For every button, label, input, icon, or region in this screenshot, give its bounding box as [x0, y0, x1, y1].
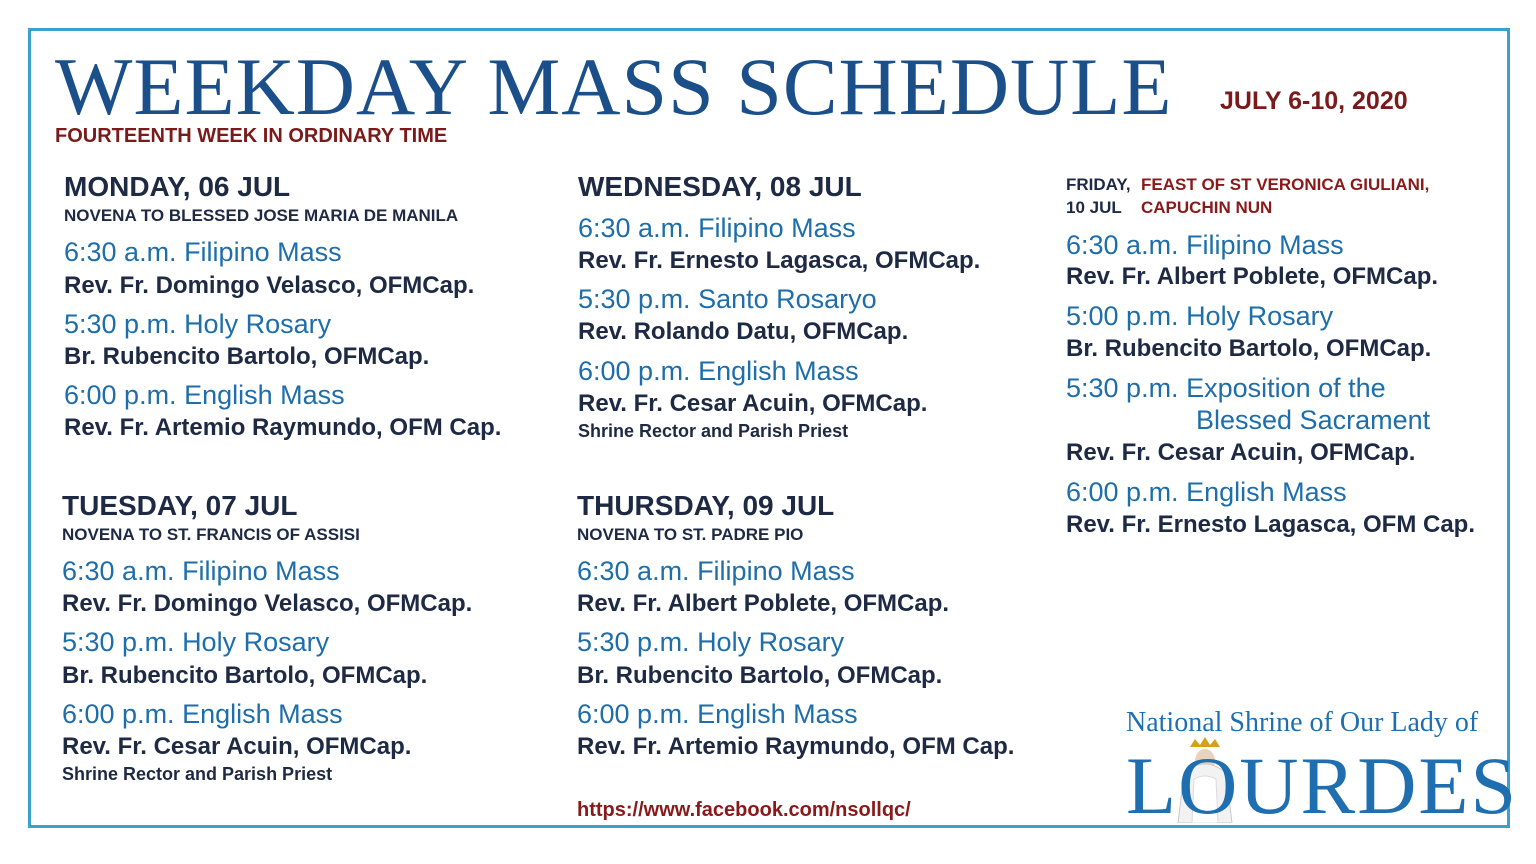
day: MONDAY, 06 JUL [64, 171, 291, 202]
time: 6:00 p.m. English Mass [578, 356, 859, 386]
celebrant: Br. Rubencito Bartolo, OFMCap. [62, 662, 428, 689]
time: 6:00 p.m. English Mass [577, 699, 858, 729]
frame [28, 28, 1510, 828]
subtitle: FOURTEENTH WEEK IN ORDINARY TIME [55, 125, 448, 147]
time: 6:30 a.m. Filipino Mass [578, 213, 856, 243]
celebrant: Br. Rubencito Bartolo, OFMCap. [64, 343, 430, 370]
celebrant: Rev. Rolando Datu, OFMCap. [578, 318, 909, 345]
day: TUESDAY, 07 JUL [62, 490, 298, 521]
logo-name: LOURDES [1126, 740, 1519, 831]
celebrant: Rev. Fr. Cesar Acuin, OFMCap. [62, 733, 412, 760]
time: 6:30 a.m. Filipino Mass [64, 237, 342, 267]
time: Blessed Sacrament [1196, 405, 1431, 435]
novena: NOVENA TO ST. PADRE PIO [577, 525, 804, 544]
celebrant: Rev. Fr. Albert Poblete, OFMCap. [577, 590, 950, 617]
celebrant: Rev. Fr. Artemio Raymundo, OFM Cap. [64, 414, 502, 441]
celebrant: Rev. Fr. Ernesto Lagasca, OFMCap. [578, 247, 981, 274]
celebrant: Rev. Fr. Cesar Acuin, OFMCap. [578, 390, 928, 417]
time: 6:30 a.m. Filipino Mass [577, 556, 855, 586]
novena: NOVENA TO BLESSED JOSE MARIA DE MANILA [64, 206, 459, 225]
celebrant: Rev. Fr. Albert Poblete, OFMCap. [1066, 263, 1439, 290]
novena: NOVENA TO ST. FRANCIS OF ASSISI [62, 525, 360, 544]
celebrant: Rev. Fr. Artemio Raymundo, OFM Cap. [577, 733, 1015, 760]
time: 5:30 p.m. Holy Rosary [577, 627, 845, 657]
celebrant: Rev. Fr. Ernesto Lagasca, OFM Cap. [1066, 511, 1476, 538]
feast: FEAST OF ST VERONICA GIULIANI, [1141, 175, 1430, 194]
time: 6:30 a.m. Filipino Mass [62, 556, 340, 586]
dates: JULY 6-10, 2020 [1220, 87, 1408, 115]
day: WEDNESDAY, 08 JUL [578, 171, 862, 202]
logo-line: National Shrine of Our Lady of [1126, 707, 1479, 738]
url[interactable]: https://www.facebook.com/nsollqc/ [577, 799, 911, 821]
time: 6:00 p.m. English Mass [62, 699, 343, 729]
celebrant: Rev. Fr. Domingo Velasco, OFMCap. [64, 272, 475, 299]
title: WEEKDAY MASS SCHEDULE [55, 41, 1173, 132]
time: 5:30 p.m. Exposition of the [1066, 373, 1386, 403]
note: Shrine Rector and Parish Priest [62, 764, 333, 784]
time: 6:00 p.m. English Mass [64, 380, 345, 410]
celebrant: Br. Rubencito Bartolo, OFMCap. [577, 662, 943, 689]
time: 5:00 p.m. Holy Rosary [1066, 301, 1334, 331]
time: 6:00 p.m. English Mass [1066, 477, 1347, 507]
celebrant: Rev. Fr. Cesar Acuin, OFMCap. [1066, 439, 1416, 466]
celebrant: Br. Rubencito Bartolo, OFMCap. [1066, 335, 1432, 362]
day: THURSDAY, 09 JUL [577, 490, 835, 521]
time: 5:30 p.m. Santo Rosaryo [578, 284, 877, 314]
celebrant: Rev. Fr. Domingo Velasco, OFMCap. [62, 590, 473, 617]
feast: CAPUCHIN NUN [1141, 198, 1273, 217]
date: 10 JUL [1066, 198, 1122, 217]
time: 5:30 p.m. Holy Rosary [62, 627, 330, 657]
statue [1177, 737, 1233, 823]
note: Shrine Rector and Parish Priest [578, 421, 849, 441]
time: 6:30 a.m. Filipino Mass [1066, 230, 1344, 260]
day: FRIDAY, [1066, 175, 1131, 194]
time: 5:30 p.m. Holy Rosary [64, 309, 332, 339]
